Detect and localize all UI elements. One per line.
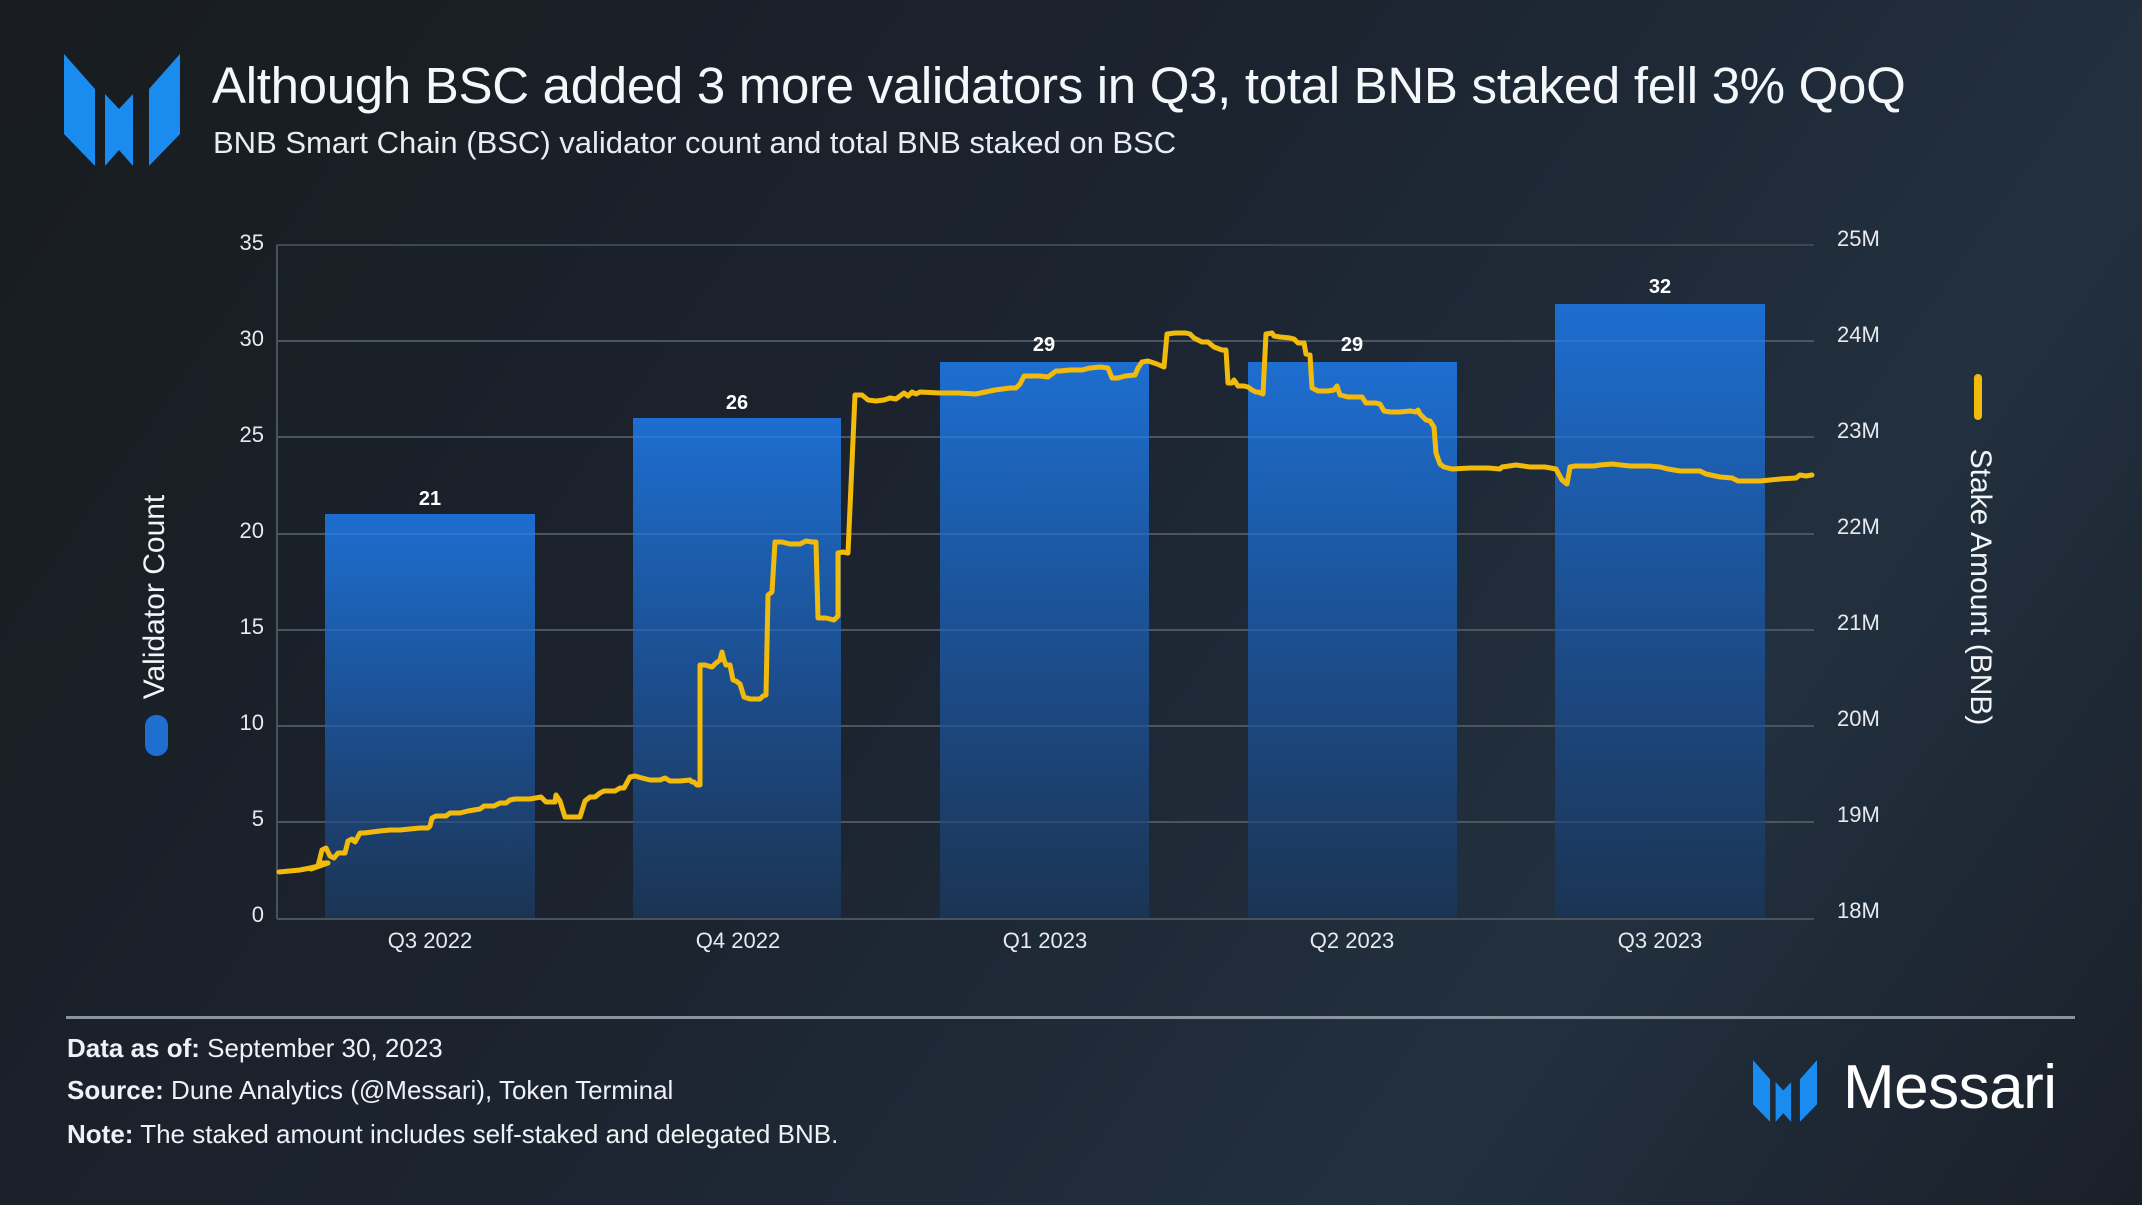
legend-stake-amount: Stake Amount (BNB): [1960, 370, 2000, 750]
footer-note: Note: The staked amount includes self-st…: [67, 1119, 839, 1149]
line-legend-swatch: [1974, 374, 1982, 420]
left-tick: 30: [239, 326, 264, 351]
right-tick: 18M: [1837, 898, 1880, 923]
bar-label: 29: [1033, 334, 1055, 356]
bar-legend-swatch: [145, 715, 168, 756]
right-tick: 25M: [1837, 226, 1880, 251]
chart-subtitle: BNB Smart Chain (BSC) validator count an…: [213, 125, 1177, 160]
left-tick: 35: [239, 230, 264, 255]
footer-data-as-of: Data as of: September 30, 2023: [67, 1033, 443, 1063]
bar-label: 29: [1341, 334, 1363, 356]
left-tick: 25: [239, 422, 264, 447]
bar-q2-2023: [1248, 362, 1457, 918]
right-tick: 22M: [1837, 514, 1880, 539]
chart-title: Although BSC added 3 more validators in …: [212, 57, 1906, 114]
footer-divider: [66, 1016, 1076, 1019]
left-tick: 15: [239, 614, 264, 639]
bars: [325, 304, 1765, 918]
bar-q3-2022: [325, 514, 535, 918]
bar-q1-2023: [940, 362, 1149, 918]
bar-q3-2023: [1555, 304, 1765, 918]
bar-label: 26: [726, 392, 748, 414]
footer-divider: [1076, 1016, 2075, 1019]
left-tick: 5: [251, 806, 264, 831]
brand-name: Messari: [1843, 1053, 2057, 1122]
left-tick: 20: [239, 518, 264, 543]
right-tick: 20M: [1837, 706, 1880, 731]
messari-logo-icon: [64, 54, 180, 166]
x-tick: Q1 2023: [1002, 928, 1088, 953]
footer-source: Source: Dune Analytics (@Messari), Token…: [67, 1075, 674, 1105]
stake-amount-line: [276, 330, 1815, 875]
bar-q4-2022: [633, 418, 841, 918]
right-tick: 21M: [1837, 610, 1880, 635]
x-tick: Q4 2022: [695, 928, 781, 953]
x-tick: Q3 2023: [1617, 928, 1703, 953]
left-tick: 10: [239, 710, 264, 735]
bar-value-labels: 21 26 29 29 32: [0, 0, 2142, 1000]
x-tick: Q3 2022: [387, 928, 473, 953]
right-tick: 19M: [1837, 802, 1880, 827]
left-tick: 0: [251, 902, 264, 927]
plot-area: [276, 244, 1815, 920]
messari-brand-icon: [1753, 1060, 1817, 1122]
bar-label: 32: [1649, 276, 1671, 298]
legend-validator-count: Validator Count: [135, 460, 175, 760]
right-tick: 23M: [1837, 418, 1880, 443]
bar-label: 21: [419, 488, 441, 510]
x-tick: Q2 2023: [1309, 928, 1395, 953]
right-tick: 24M: [1837, 322, 1880, 347]
